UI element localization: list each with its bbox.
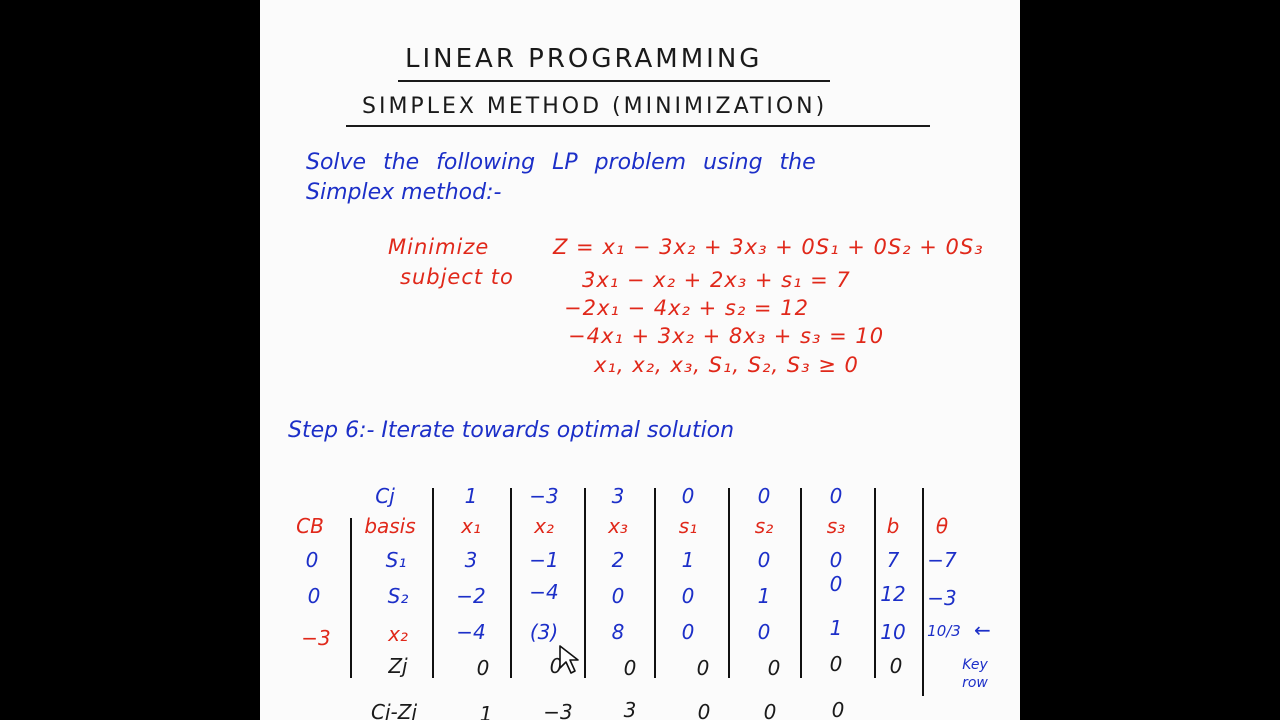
b-value: 12 (880, 582, 906, 606)
tableau-cell: 0 (681, 620, 695, 644)
theta-label: θ (935, 514, 949, 538)
cb-value: 0 (307, 584, 321, 608)
tableau-cell: −2 (456, 584, 486, 608)
b-value: 7 (886, 548, 900, 572)
tableau-cell: −4 (529, 580, 559, 604)
subject-to-label: subject to (400, 265, 514, 289)
objective-label: Minimize (388, 235, 490, 259)
simplex-tableau: Cj 1 −3 3 0 0 0 CB basis x₁ x₂ x₃ s₁ s₂ … (260, 0, 1020, 720)
zj-value: 0 (829, 652, 843, 676)
page-title: LINEAR PROGRAMMING (405, 44, 763, 74)
tableau-divider (728, 488, 730, 678)
basis-variable: S₂ (387, 584, 409, 608)
non-negativity-constraint: x₁, x₂, x₃, S₁, S₂, S₃ ≥ 0 (594, 353, 859, 377)
basis-variable: x₂ (388, 622, 408, 646)
cj-zj-value: −3 (543, 700, 573, 720)
tableau-cell: 3 (464, 548, 478, 572)
problem-statement-line1: Solve the following LP problem using the (306, 150, 816, 175)
tableau-cell: 0 (757, 620, 771, 644)
tableau-cell: 1 (757, 584, 771, 608)
variable-header: s₁ (678, 514, 698, 538)
pivot-element: (3) (529, 620, 559, 644)
tableau-cell: 8 (611, 620, 625, 644)
constraint-1: 3x₁ − x₂ + 2x₃ + s₁ = 7 (582, 268, 851, 292)
tableau-cell: 2 (611, 548, 625, 572)
cb-value: −3 (301, 626, 331, 650)
cj-label: Cj (375, 484, 395, 508)
cj-value: 0 (681, 484, 695, 508)
tableau-divider (584, 488, 586, 678)
tableau-cell: 0 (757, 548, 771, 572)
whiteboard-page: LINEAR PROGRAMMING SIMPLEX METHOD (MINIM… (260, 0, 1020, 720)
theta-value: −3 (927, 586, 957, 610)
basis-variable: S₁ (385, 548, 407, 572)
cb-label: CB (296, 514, 324, 538)
key-row-arrow-icon: ← (974, 618, 991, 642)
tableau-divider (874, 488, 876, 678)
tableau-cell: 1 (681, 548, 695, 572)
cj-value: −3 (529, 484, 559, 508)
cj-zj-value: 1 (479, 702, 493, 720)
zj-value: 0 (696, 656, 710, 680)
page-subtitle: SIMPLEX METHOD (MINIMIZATION) (362, 94, 828, 119)
zj-b-value: 0 (889, 654, 903, 678)
zj-value: 0 (623, 656, 637, 680)
theta-value: −7 (927, 548, 957, 572)
subtitle-underline (346, 125, 930, 127)
cb-value: 0 (305, 548, 319, 572)
objective-function: Z = x₁ − 3x₂ + 3x₃ + 0S₁ + 0S₂ + 0S₃ (553, 235, 984, 259)
cj-zj-value: 3 (623, 698, 637, 720)
tableau-divider (654, 488, 656, 678)
zj-value: 0 (767, 656, 781, 680)
cj-zj-value: 0 (697, 700, 711, 720)
tableau-divider (800, 488, 802, 678)
cj-value: 3 (611, 484, 625, 508)
mouse-pointer-icon (559, 645, 579, 674)
problem-statement-line2: Simplex method:- (306, 180, 502, 205)
b-label: b (886, 514, 900, 538)
cj-zj-value: 0 (831, 698, 845, 720)
variable-header: x₃ (608, 514, 628, 538)
tableau-cell: 1 (829, 616, 843, 640)
variable-header: x₁ (461, 514, 481, 538)
tableau-cell: 0 (829, 548, 843, 572)
variable-header: s₂ (754, 514, 774, 538)
zj-label: Zj (388, 654, 408, 678)
zj-value: 0 (476, 656, 490, 680)
tableau-cell: −4 (456, 620, 486, 644)
cj-zj-label: Cj-Zj (371, 700, 417, 720)
zj-value: 0 (549, 654, 563, 678)
tableau-cell: 0 (829, 572, 843, 596)
variable-header: x₂ (534, 514, 554, 538)
b-value: 10 (880, 620, 906, 644)
tableau-divider (432, 488, 434, 678)
step-heading: Step 6:- Iterate towards optimal solutio… (288, 418, 735, 443)
basis-label: basis (364, 514, 416, 538)
theta-value: 10/3 (927, 622, 961, 640)
tableau-divider (922, 488, 924, 696)
tableau-cell: 0 (681, 584, 695, 608)
tableau-cell: −1 (529, 548, 559, 572)
cj-zj-value: 0 (763, 700, 777, 720)
cj-value: 0 (757, 484, 771, 508)
variable-header: s₃ (826, 514, 846, 538)
tableau-cell: 0 (611, 584, 625, 608)
constraint-3: −4x₁ + 3x₂ + 8x₃ + s₃ = 10 (568, 324, 885, 348)
cj-value: 1 (464, 484, 478, 508)
cj-value: 0 (829, 484, 843, 508)
key-row-label: Key row (962, 657, 988, 691)
constraint-2: −2x₁ − 4x₂ + s₂ = 12 (564, 296, 809, 320)
tableau-divider (350, 518, 352, 678)
title-underline (398, 80, 830, 82)
tableau-divider (510, 488, 512, 678)
